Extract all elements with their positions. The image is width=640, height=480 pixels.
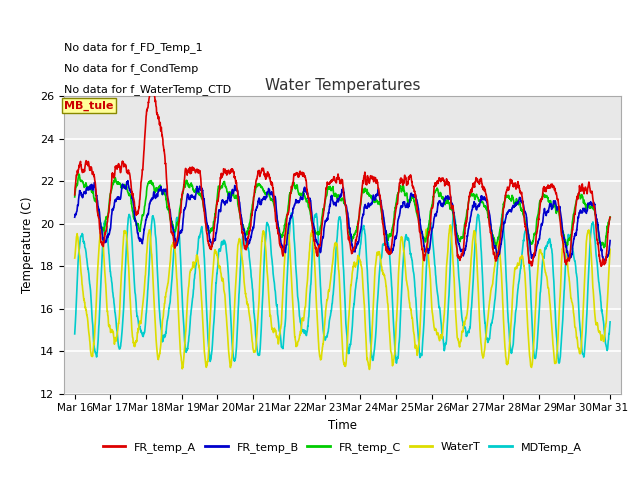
Text: MB_tule: MB_tule — [64, 100, 113, 111]
FR_temp_C — [525, 232, 532, 238]
MDTemp_A — [393, 360, 401, 366]
Line: MDTemp_A: MDTemp_A — [75, 213, 610, 363]
Line: FR_temp_B: FR_temp_B — [75, 180, 610, 262]
MDTemp_A — [287, 210, 295, 216]
FR_temp_B — [86, 184, 93, 190]
Legend: FR_temp_A, FR_temp_B, FR_temp_C, WaterT, MDTemp_A: FR_temp_A, FR_temp_B, FR_temp_C, WaterT,… — [99, 438, 586, 457]
WaterT — [129, 340, 137, 346]
FR_temp_A — [129, 195, 137, 201]
FR_temp_B — [525, 231, 532, 237]
FR_temp_B — [145, 209, 152, 215]
FR_temp_C — [86, 185, 93, 191]
MDTemp_A — [145, 278, 152, 284]
WaterT — [314, 329, 322, 335]
FR_temp_C — [145, 180, 152, 186]
FR_temp_A — [597, 264, 605, 269]
FR_temp_A — [145, 99, 152, 105]
MDTemp_A — [314, 230, 322, 236]
FR_temp_B — [112, 196, 120, 202]
FR_temp_B — [124, 178, 132, 183]
Line: FR_temp_A: FR_temp_A — [75, 87, 610, 266]
FR_temp_C — [314, 228, 322, 234]
Line: WaterT: WaterT — [75, 224, 610, 370]
Text: No data for f_FD_Temp_1: No data for f_FD_Temp_1 — [64, 42, 203, 53]
MDTemp_A — [71, 331, 79, 337]
Title: Water Temperatures: Water Temperatures — [265, 78, 420, 94]
Line: FR_temp_C: FR_temp_C — [75, 174, 610, 248]
FR_temp_A — [71, 192, 79, 198]
WaterT — [145, 231, 152, 237]
FR_temp_B — [71, 214, 79, 220]
WaterT — [71, 255, 79, 261]
FR_temp_C — [75, 171, 83, 177]
FR_temp_A — [147, 84, 155, 90]
FR_temp_C — [606, 214, 614, 220]
FR_temp_A — [606, 215, 614, 220]
Y-axis label: Temperature (C): Temperature (C) — [22, 196, 35, 293]
WaterT — [365, 367, 373, 372]
MDTemp_A — [129, 263, 137, 268]
Text: No data for f_CondTemp: No data for f_CondTemp — [64, 63, 198, 74]
MDTemp_A — [606, 319, 614, 325]
WaterT — [284, 221, 292, 227]
FR_temp_C — [600, 245, 608, 251]
FR_temp_A — [314, 247, 322, 252]
FR_temp_A — [112, 164, 120, 169]
MDTemp_A — [525, 248, 532, 254]
WaterT — [86, 334, 93, 340]
FR_temp_B — [600, 259, 607, 264]
X-axis label: Time: Time — [328, 419, 357, 432]
FR_temp_A — [86, 166, 93, 171]
WaterT — [112, 338, 120, 344]
MDTemp_A — [86, 278, 93, 284]
FR_temp_C — [113, 180, 120, 185]
FR_temp_A — [525, 252, 532, 258]
FR_temp_C — [130, 214, 138, 219]
WaterT — [606, 246, 614, 252]
FR_temp_B — [606, 238, 614, 243]
FR_temp_B — [130, 202, 138, 208]
MDTemp_A — [112, 317, 120, 323]
FR_temp_C — [71, 194, 79, 200]
FR_temp_B — [314, 241, 322, 247]
Text: No data for f_WaterTemp_CTD: No data for f_WaterTemp_CTD — [64, 84, 231, 95]
WaterT — [525, 338, 532, 344]
